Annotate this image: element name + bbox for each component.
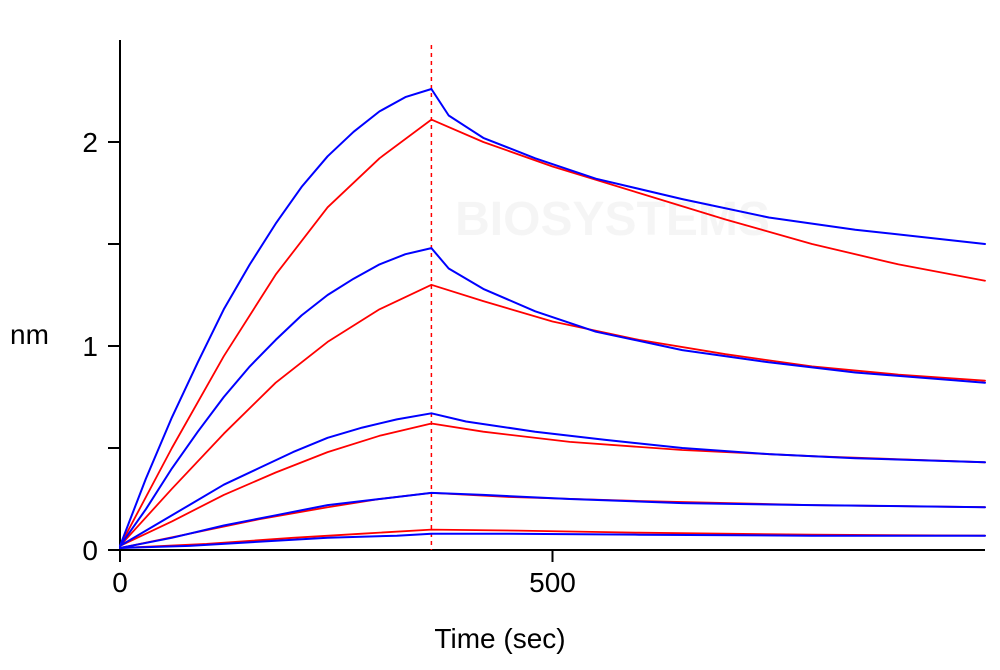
fit-curve-4 bbox=[120, 530, 985, 548]
x-tick-label: 0 bbox=[112, 567, 128, 598]
y-tick-label: 0 bbox=[82, 535, 98, 566]
sensorgram-chart: BIOSYSTEMS0500012 nm Time (sec) bbox=[0, 0, 1000, 670]
data-curve-2 bbox=[120, 413, 985, 546]
x-axis-label: Time (sec) bbox=[434, 623, 565, 655]
fit-curve-1 bbox=[120, 285, 985, 546]
data-curve-3 bbox=[120, 493, 985, 548]
data-curve-1 bbox=[120, 248, 985, 546]
y-tick-label: 1 bbox=[82, 331, 98, 362]
y-tick-label: 2 bbox=[82, 127, 98, 158]
fit-curve-0 bbox=[120, 120, 985, 546]
fit-curve-2 bbox=[120, 424, 985, 546]
chart-svg: BIOSYSTEMS0500012 bbox=[0, 0, 1000, 670]
x-tick-label: 500 bbox=[529, 567, 576, 598]
y-axis-label: nm bbox=[10, 319, 49, 351]
